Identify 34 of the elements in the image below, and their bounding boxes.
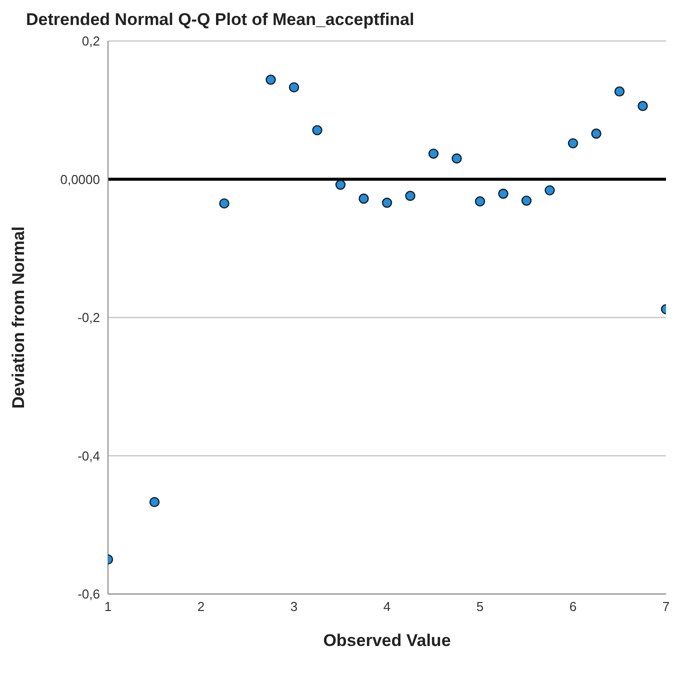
y-axis-title: Deviation from Normal	[9, 226, 28, 409]
x-tick-label: 5	[476, 599, 484, 614]
point	[266, 74, 276, 85]
x-tick-label: 3	[290, 599, 298, 614]
point	[591, 128, 602, 139]
y-tick-label: -0,6	[78, 586, 100, 602]
point	[335, 180, 346, 190]
x-tick-label: 1	[104, 599, 112, 614]
y-tick-label: 0,0000	[60, 172, 100, 187]
point	[498, 188, 508, 199]
y-tick-label: -0,4	[78, 448, 100, 464]
point	[568, 138, 578, 148]
point	[521, 196, 532, 206]
point	[358, 194, 369, 204]
x-tick-label: 6	[569, 599, 577, 614]
y-tick-label: -0,2	[78, 310, 100, 326]
x-tick-label: 2	[197, 599, 205, 614]
x-tick-label: 4	[383, 599, 391, 614]
point	[219, 198, 230, 209]
point	[312, 125, 322, 136]
point	[428, 148, 439, 159]
point	[474, 196, 486, 206]
point	[288, 82, 300, 92]
x-axis-title: Observed Value	[323, 631, 451, 650]
point	[452, 153, 462, 164]
point	[544, 185, 555, 196]
point	[405, 190, 416, 201]
x-tick-label: 7	[662, 599, 670, 614]
chart-title: Detrended Normal Q-Q Plot of Mean_acceptfinal	[26, 10, 414, 30]
point	[149, 496, 160, 508]
point	[382, 198, 392, 208]
y-tick-label: 0,2	[82, 34, 100, 49]
point	[638, 100, 648, 112]
point	[614, 86, 625, 97]
